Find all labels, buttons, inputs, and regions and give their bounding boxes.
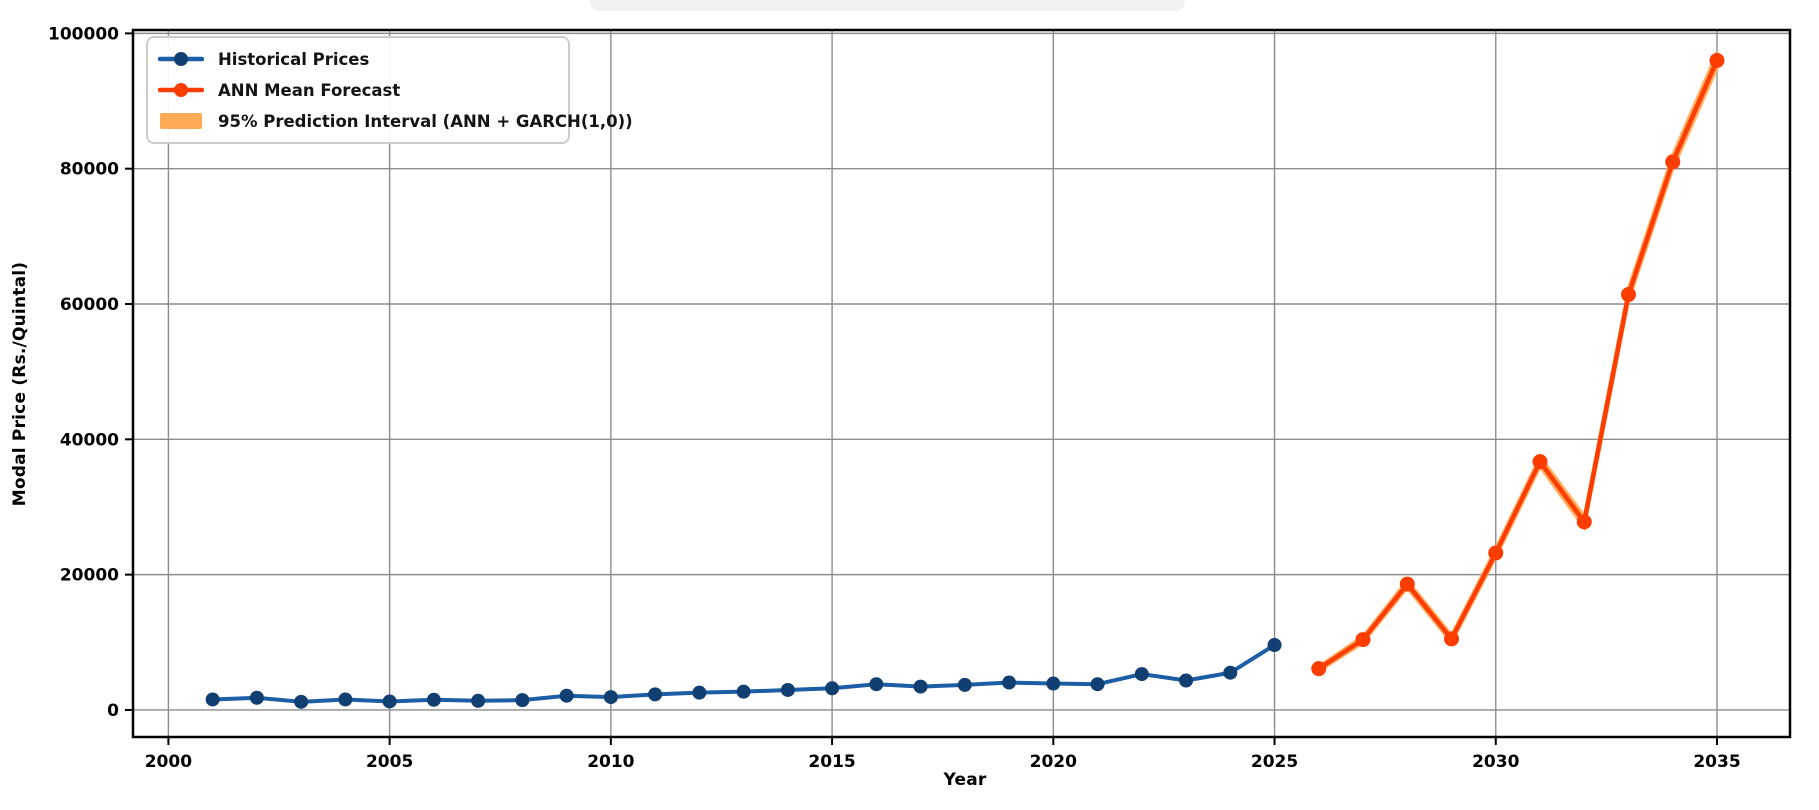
window-artifact xyxy=(590,0,1185,11)
data-point-forecast xyxy=(1444,631,1460,647)
y-axis-label: Modal Price (Rs./Quintal) xyxy=(10,261,30,507)
data-point-historical xyxy=(338,692,353,707)
x-axis-label: Year xyxy=(943,770,987,790)
x-tick-label: 2035 xyxy=(1693,752,1740,772)
legend-item-historical: Historical Prices xyxy=(158,46,556,72)
data-point-forecast xyxy=(1355,632,1371,648)
data-point-historical xyxy=(648,687,663,702)
data-point-historical xyxy=(1223,665,1238,680)
data-point-historical xyxy=(1002,675,1017,690)
data-point-historical xyxy=(736,684,751,699)
band-swatch-icon xyxy=(158,112,204,130)
data-point-historical xyxy=(1046,676,1061,691)
legend-item-prediction-interval: 95% Prediction Interval (ANN + GARCH(1,0… xyxy=(158,108,633,134)
data-point-historical xyxy=(1090,677,1105,692)
plot-border xyxy=(131,28,1792,739)
data-point-historical xyxy=(780,682,795,697)
legend-label: 95% Prediction Interval (ANN + GARCH(1,0… xyxy=(218,111,633,131)
data-point-historical xyxy=(471,693,486,708)
y-tick-label: 100000 xyxy=(48,24,119,44)
data-point-historical xyxy=(249,690,264,705)
data-point-historical xyxy=(1267,637,1282,652)
data-point-historical xyxy=(603,690,618,705)
y-tick-label: 0 xyxy=(107,701,119,721)
data-point-forecast xyxy=(1665,154,1681,170)
data-point-forecast xyxy=(1311,661,1327,677)
y-tick-label: 60000 xyxy=(60,295,119,315)
data-point-historical xyxy=(559,688,574,703)
data-point-historical xyxy=(957,677,972,692)
data-point-historical xyxy=(426,692,441,707)
x-tick-label: 2000 xyxy=(145,752,192,772)
x-tick-label: 2030 xyxy=(1472,752,1519,772)
legend: Historical Prices ANN Mean Forecast 95% Pr… xyxy=(146,36,633,144)
data-point-forecast xyxy=(1488,545,1504,561)
data-point-historical xyxy=(515,693,530,708)
data-point-historical xyxy=(382,694,397,709)
x-tick-label: 2010 xyxy=(587,752,634,772)
data-point-historical xyxy=(692,685,707,700)
y-tick-label: 80000 xyxy=(60,160,119,180)
line-marker-icon xyxy=(158,50,204,68)
data-point-historical xyxy=(1134,667,1149,682)
legend-label: Historical Prices xyxy=(218,49,370,69)
data-point-historical xyxy=(1179,673,1194,688)
data-point-forecast xyxy=(1709,52,1725,68)
data-point-forecast xyxy=(1621,287,1637,303)
x-tick-label: 2015 xyxy=(808,752,855,772)
data-point-historical xyxy=(205,692,220,707)
x-tick-label: 2005 xyxy=(366,752,413,772)
line-marker-icon xyxy=(158,81,204,99)
legend-item-forecast: ANN Mean Forecast xyxy=(158,77,556,103)
y-tick-label: 40000 xyxy=(60,430,119,450)
prediction-interval-band xyxy=(1317,51,1719,675)
x-tick-label: 2020 xyxy=(1030,752,1077,772)
x-tick-label: 2025 xyxy=(1251,752,1298,772)
data-point-forecast xyxy=(1576,514,1592,530)
legend-label: ANN Mean Forecast xyxy=(218,80,401,100)
series-line-forecast xyxy=(1316,58,1720,671)
data-point-forecast xyxy=(1532,454,1548,470)
data-point-forecast xyxy=(1399,576,1415,592)
data-point-historical xyxy=(825,681,840,696)
data-point-historical xyxy=(294,694,309,709)
y-tick-label: 20000 xyxy=(60,566,119,586)
data-point-historical xyxy=(913,679,928,694)
data-point-historical xyxy=(869,677,884,692)
